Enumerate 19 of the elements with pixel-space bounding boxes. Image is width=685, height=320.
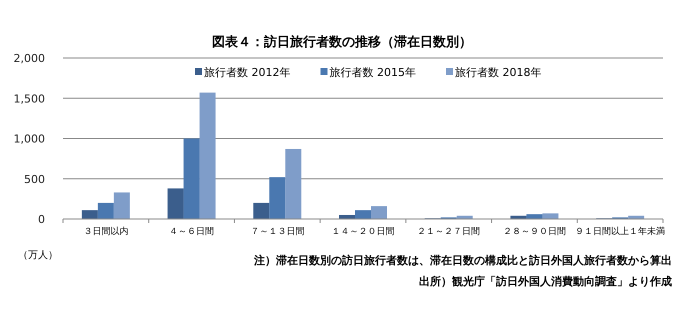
y-tick-label: 500 <box>24 172 45 186</box>
chart-title: 図表４：訪日旅行者数の推移（滞在日数別） <box>212 34 472 50</box>
y-tick-label: 1,500 <box>14 92 45 106</box>
x-tick-label: ４～６日間 <box>169 226 214 237</box>
y-tick-label: 0 <box>38 213 45 226</box>
y-tick-label: 2,000 <box>14 52 45 65</box>
y-axis-title: （万人） <box>18 250 58 261</box>
x-tick-label: ９１日間以上１年未満 <box>575 226 666 237</box>
x-tick-label: ７～１３日間 <box>250 226 304 237</box>
x-tick-label: ３日間以内 <box>83 226 128 237</box>
legend-label: 旅行者数 2018年 <box>455 66 542 79</box>
legend-label: 旅行者数 2012年 <box>204 66 290 79</box>
legend-label: 旅行者数 2015年 <box>330 66 416 79</box>
text: 出所）観光庁「訪日外国人消費動向調査」より作成 <box>419 275 672 288</box>
x-tick-label: ２１～２７日間 <box>417 226 480 237</box>
text: 注）滞在日数別の訪日旅行者数は、滞在日数の構成比と訪日外国人旅行者数から算出 <box>253 254 672 267</box>
x-tick-label: ２８～９０日間 <box>502 226 566 237</box>
x-tick-label: １４～２０日間 <box>332 226 394 237</box>
y-tick-label: 1,000 <box>14 132 45 146</box>
